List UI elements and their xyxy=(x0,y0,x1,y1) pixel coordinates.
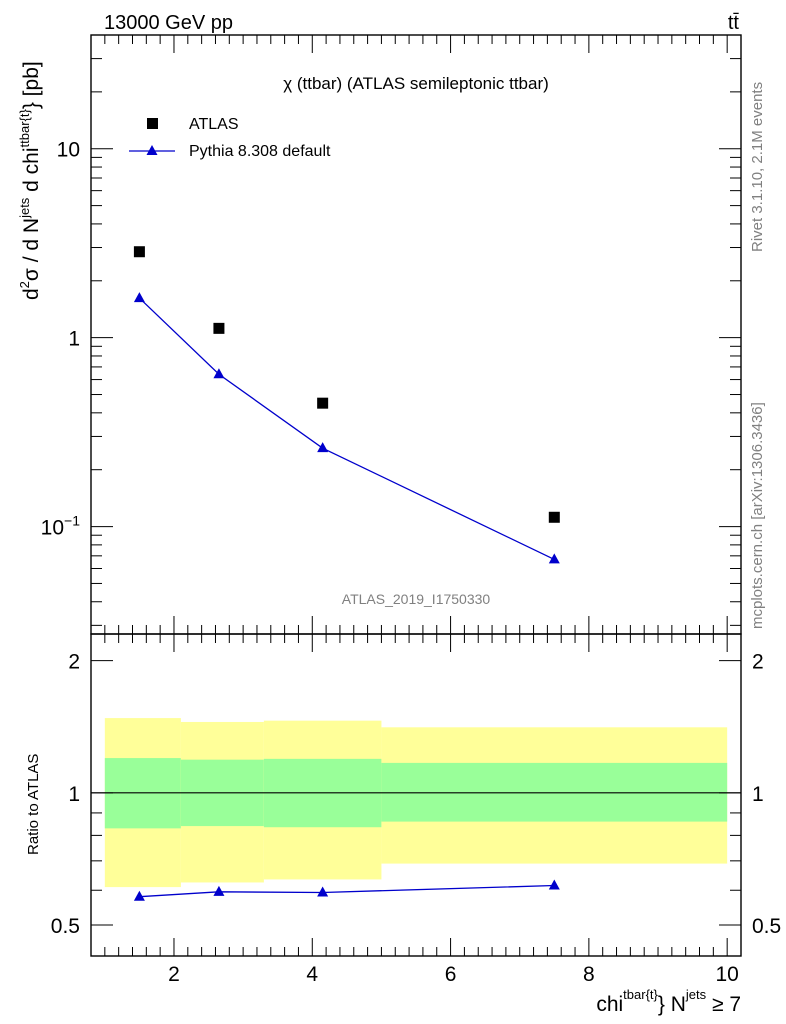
ratio-y-tick-label-right: 1 xyxy=(752,783,764,806)
ratio-y-tick-label-right: 2 xyxy=(752,651,764,674)
mc-point xyxy=(548,553,560,564)
main-y-tick-label: 10 xyxy=(57,139,80,162)
ratio-y-ticks: 0.5 0.5 1 1 2 2 xyxy=(51,651,781,938)
mc-point xyxy=(317,442,329,453)
x-tick-label: 10 xyxy=(715,963,738,986)
x-ticks: 2 4 6 8 10 xyxy=(104,35,742,986)
main-y-axis-label: d2σ / d Njets d chittbar{t}} [pb] xyxy=(17,61,43,300)
ratio-y-tick-label: 0.5 xyxy=(51,915,80,938)
legend-data-label: ATLAS xyxy=(189,116,239,133)
main-y-tick-label: 1 xyxy=(68,328,80,351)
mcplots-label: mcplots.cern.ch [arXiv:1306.3436] xyxy=(749,402,766,629)
ratio-panel-frame xyxy=(90,633,742,957)
ratio-mc-line xyxy=(139,884,555,898)
process-label: tt̄ xyxy=(728,12,740,34)
x-tick-label: 8 xyxy=(583,963,595,986)
plot-title: χ (ttbar) (ATLAS semileptonic ttbar) xyxy=(283,74,549,93)
ratio-y-tick-label-right: 0.5 xyxy=(752,915,781,938)
ratio-bands xyxy=(104,718,728,888)
main-y-tick-label: 10−1 xyxy=(41,513,81,540)
main-data-marks xyxy=(133,246,560,564)
legend-mc-label: Pythia 8.308 default xyxy=(189,143,331,160)
atlas-point xyxy=(548,511,560,523)
x-axis-label: chitbar{t}} Njets ≥ 7 xyxy=(596,987,741,1016)
x-tick-label: 2 xyxy=(168,963,180,986)
mc-series-line xyxy=(138,297,555,561)
ratio-y-tick-label: 1 xyxy=(68,783,80,806)
ratio-mc-point xyxy=(317,886,329,897)
rivet-version-label: Rivet 3.1.10, 2.1M events xyxy=(749,82,766,252)
main-y-ticks: 10 1 10−1 xyxy=(41,34,741,626)
x-tick-label: 6 xyxy=(445,963,457,986)
legend-mc-marker xyxy=(146,145,158,155)
ratio-data-marks xyxy=(133,879,560,901)
atlas-point xyxy=(317,397,329,409)
legend-data-marker xyxy=(147,118,158,129)
ratio-mc-point xyxy=(133,890,145,901)
ratio-y-axis-label: Ratio to ATLAS xyxy=(25,754,42,855)
atlas-point xyxy=(133,246,145,258)
energy-label: 13000 GeV pp xyxy=(104,12,233,34)
ratio-mc-point xyxy=(548,879,560,890)
mc-point xyxy=(133,292,145,303)
mc-point xyxy=(213,368,225,379)
x-tick-label: 4 xyxy=(306,963,318,986)
ratio-mc-point xyxy=(213,885,225,896)
atlas-point xyxy=(213,322,225,334)
analysis-id: ATLAS_2019_I1750330 xyxy=(342,591,491,607)
ratio-y-tick-label: 2 xyxy=(68,651,80,674)
